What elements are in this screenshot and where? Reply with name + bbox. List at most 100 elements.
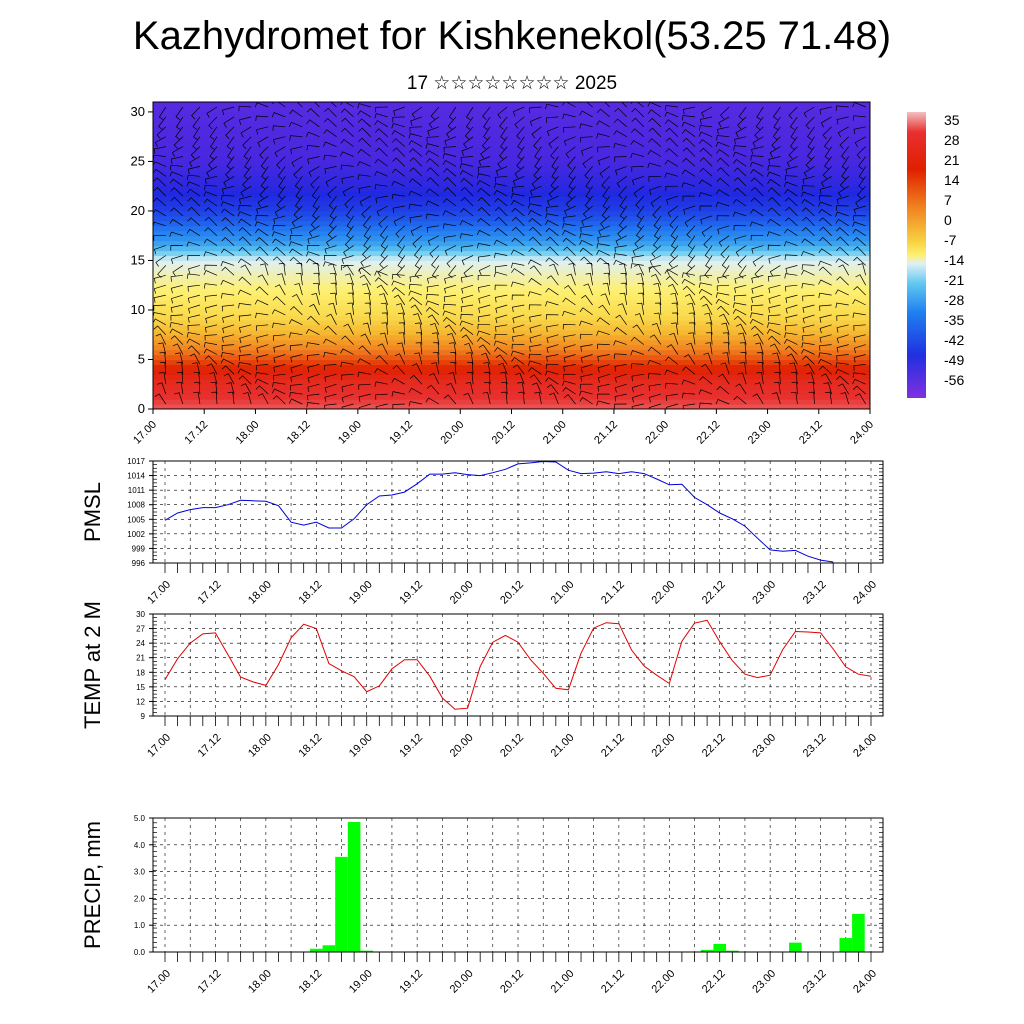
- wind-barb: [256, 126, 269, 135]
- wind-barb: [391, 273, 405, 280]
- x-tick-label: 24.00: [851, 732, 879, 760]
- wind-barb: [446, 382, 457, 395]
- wind-barb: [153, 168, 167, 177]
- heat-band: [153, 334, 870, 341]
- wind-barb: [203, 270, 218, 276]
- wind-barb: [819, 106, 832, 115]
- wind-barb: [631, 393, 644, 403]
- wind-barb: [306, 402, 320, 408]
- wind-barb: [732, 302, 747, 308]
- wind-barb: [818, 201, 832, 207]
- heat-band: [153, 270, 870, 276]
- wind-barb: [787, 353, 798, 365]
- wind-barb: [584, 195, 593, 209]
- wind-barb: [654, 302, 662, 315]
- wind-barb: [667, 283, 679, 296]
- wind-barb: [563, 354, 576, 363]
- wind-barb: [665, 137, 679, 147]
- wind-barb: [206, 166, 218, 178]
- wind-barb: [460, 197, 474, 207]
- wind-barb: [784, 254, 798, 260]
- wind-barb: [427, 126, 440, 136]
- wind-barb: [620, 272, 628, 286]
- wind-barb: [700, 215, 713, 225]
- wind-barb: [465, 116, 474, 130]
- wind-barb: [294, 176, 303, 190]
- wind-barb: [750, 325, 764, 335]
- wind-barb: [239, 195, 252, 205]
- y-tick-label: 21: [136, 654, 145, 663]
- wind-barb: [785, 265, 798, 274]
- wind-barb: [380, 235, 388, 249]
- wind-barb: [751, 146, 764, 155]
- wind-barb: [533, 166, 542, 180]
- wind-barb: [768, 304, 781, 313]
- wind-barb: [631, 383, 644, 393]
- wind-barb: [785, 324, 798, 331]
- wind-barb: [431, 255, 440, 269]
- wind-barb: [699, 139, 713, 147]
- wind-barb: [596, 317, 610, 326]
- wind-barb: [426, 274, 439, 284]
- wind-barb: [169, 218, 184, 227]
- wind-barb: [272, 334, 286, 341]
- temp-panel: 9 12 15 18 21 24 27 30 17.00 17.12 18.00 18.12 19.00…: [80, 601, 884, 760]
- wind-barb: [494, 197, 508, 207]
- wind-barb: [546, 126, 559, 137]
- heat-band: [153, 186, 870, 192]
- wind-barb: [392, 403, 405, 409]
- wind-barb: [466, 106, 474, 121]
- wind-barb: [176, 371, 184, 385]
- wind-barb: [255, 364, 269, 371]
- wind-barb: [715, 298, 730, 306]
- wind-barb: [288, 241, 303, 247]
- wind-barb: [750, 197, 764, 207]
- wind-barb: [340, 164, 354, 170]
- x-tick-label: 24.00: [851, 579, 879, 607]
- wind-barb: [585, 176, 593, 190]
- wind-barb: [254, 378, 269, 385]
- wind-barb: [493, 239, 508, 246]
- x-tick-label: 18.00: [234, 419, 262, 447]
- wind-barb: [768, 274, 781, 282]
- wind-barb: [818, 358, 832, 365]
- wind-barb: [203, 348, 218, 355]
- wind-barb: [766, 171, 781, 177]
- wind-barb: [719, 313, 730, 325]
- wind-barb: [784, 175, 798, 181]
- wind-barb: [327, 225, 337, 239]
- wind-barb: [723, 342, 730, 355]
- precip-bar: [713, 943, 727, 952]
- wind-barb: [698, 389, 713, 395]
- wind-barb: [477, 166, 491, 173]
- wind-barb: [705, 255, 713, 269]
- wind-barb: [733, 199, 747, 207]
- wind-barb: [448, 106, 457, 121]
- wind-barb: [432, 342, 440, 355]
- wind-barb: [324, 325, 337, 335]
- pmsl-panel: 996 999 1002 1005 1008 1011 1014 1017 17.00 17.12…: [80, 457, 884, 607]
- wind-barb: [510, 281, 525, 287]
- wind-barb: [391, 377, 405, 385]
- wind-barb: [635, 195, 645, 209]
- wind-barb: [226, 136, 235, 150]
- wind-barb: [819, 266, 832, 276]
- y-tick-label: 18: [136, 668, 145, 677]
- wind-barb: [397, 235, 406, 249]
- wind-barb: [529, 314, 542, 323]
- wind-barb: [187, 174, 200, 181]
- wind-barb: [737, 255, 747, 268]
- wind-barb: [158, 116, 167, 130]
- wind-barb: [790, 391, 798, 405]
- wind-barb: [514, 166, 525, 179]
- wind-barb: [824, 146, 832, 160]
- wind-barb: [738, 332, 747, 345]
- wind-barb: [192, 136, 201, 150]
- y-tick-label: 5.0: [134, 814, 146, 823]
- wind-barb: [478, 265, 491, 276]
- wind-barb: [363, 292, 372, 306]
- heat-band: [153, 404, 870, 409]
- wind-barb: [460, 156, 474, 163]
- wind-barb: [853, 256, 866, 266]
- wind-barb: [821, 373, 832, 385]
